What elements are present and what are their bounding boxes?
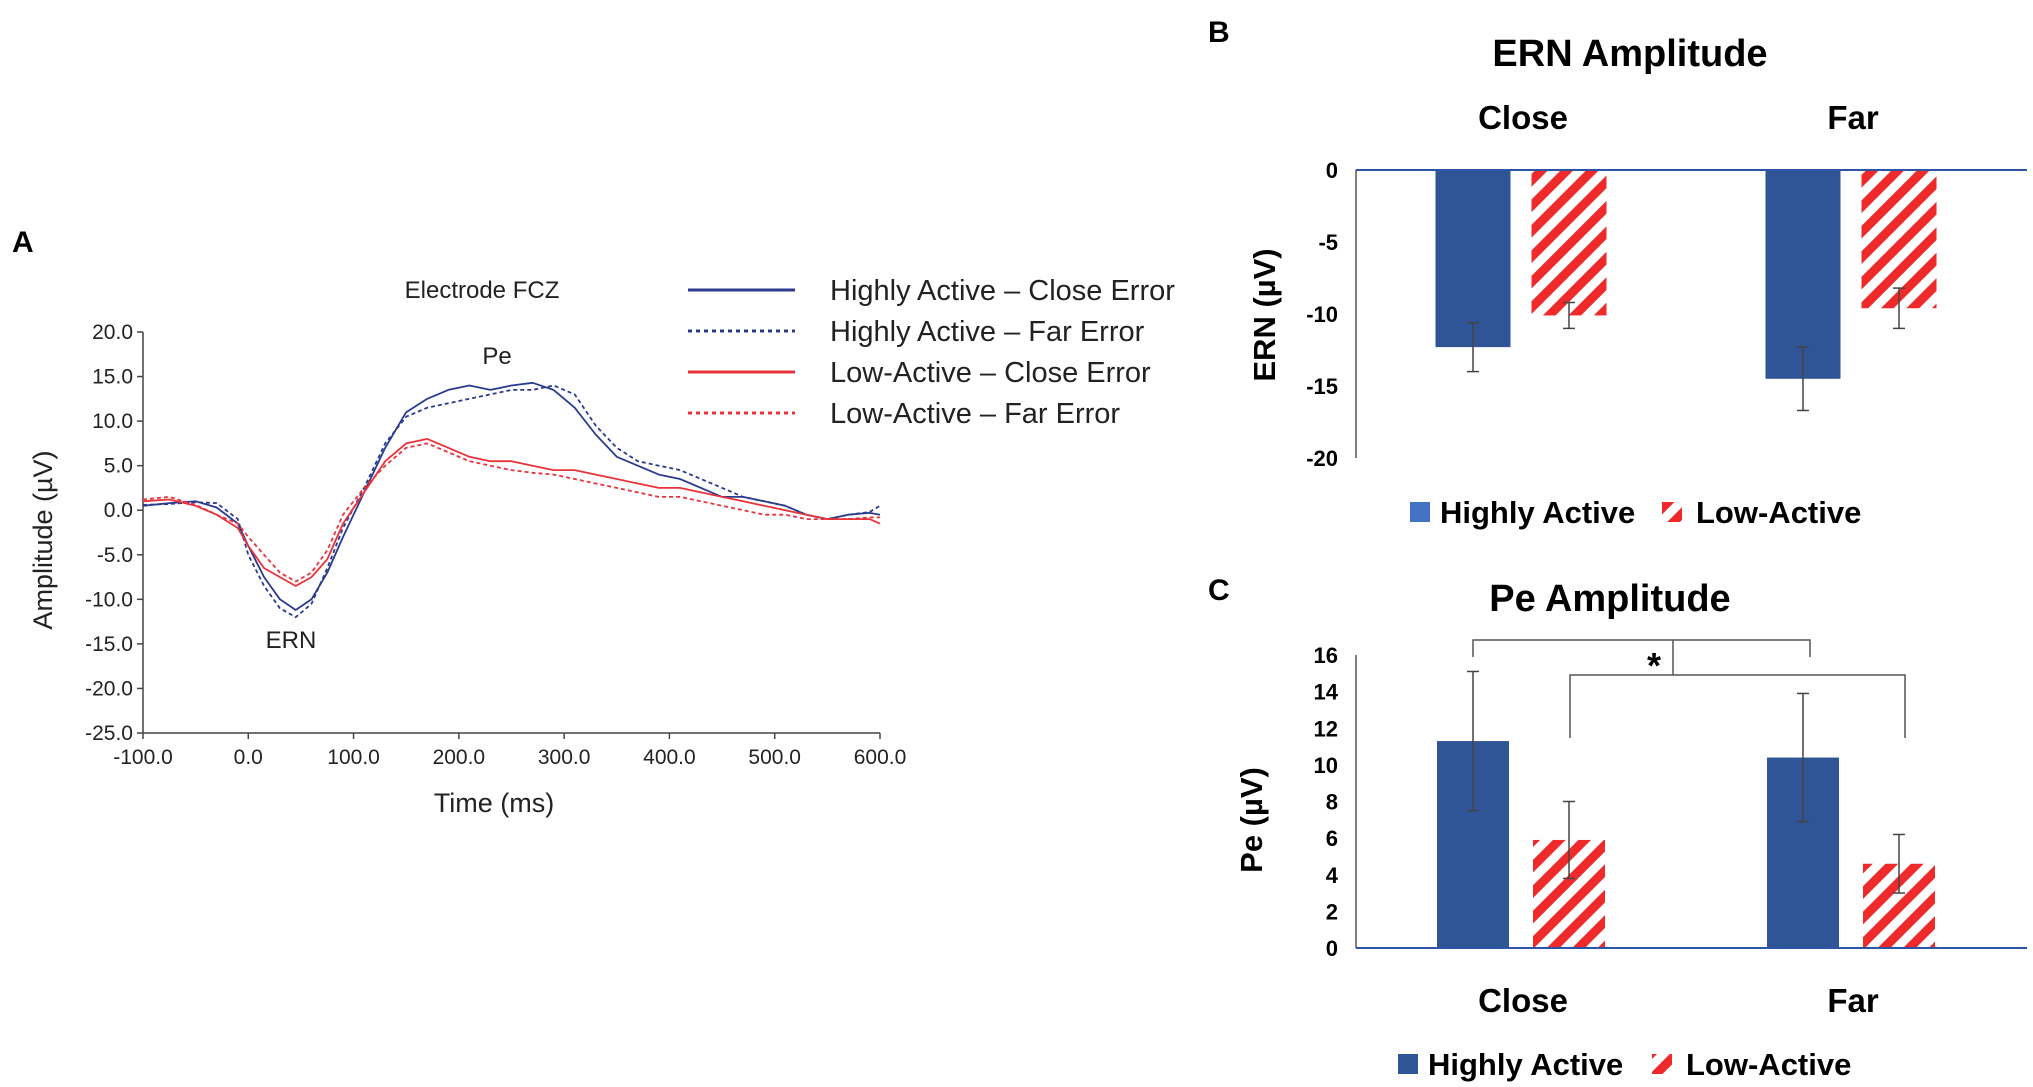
panel-c-legend: Highly Active Low-Active <box>1398 1047 1851 1082</box>
y-tick-label: -10.0 <box>85 588 133 611</box>
panel-b-legend: Highly Active Low-Active <box>1410 495 1861 530</box>
y-tick-label: -10 <box>1306 302 1338 327</box>
significance-bracket: * <box>1472 639 1906 738</box>
panel-b-category-far: Far <box>1827 99 1879 136</box>
panel-b-y-ticks: 0 -5 -10 -15 -20 <box>1306 158 1338 471</box>
y-tick-label: -15 <box>1306 374 1338 399</box>
bar-low-active-close <box>1531 170 1607 316</box>
panel-c-axes <box>1355 655 2027 949</box>
series-line-0 <box>142 381 881 611</box>
panel-a-legend: Highly Active – Close Error Highly Activ… <box>688 275 1175 430</box>
panel-letter-c: C <box>1208 574 1230 607</box>
panel-b-y-axis-label: ERN (µV) <box>1247 248 1282 381</box>
panel-b-axes <box>1355 169 2027 458</box>
y-tick-label: -25.0 <box>85 722 133 745</box>
panel-a-axes <box>142 332 880 734</box>
y-tick-label: 4 <box>1326 863 1339 888</box>
y-tick-label: 0.0 <box>104 499 133 522</box>
y-tick-label: 14 <box>1314 680 1339 705</box>
panel-letter-b: B <box>1208 16 1230 49</box>
x-tick-label: 0.0 <box>234 746 263 769</box>
legend-c-label-low-active: Low-Active <box>1686 1047 1851 1082</box>
legend-label-la-close: Low-Active – Close Error <box>830 357 1151 389</box>
y-tick-label: 20.0 <box>92 321 133 344</box>
panel-c-bars <box>1437 670 1935 948</box>
y-tick-label: -5 <box>1318 230 1338 255</box>
legend-b-swatch-highly-active <box>1410 502 1430 522</box>
panel-a-x-ticks: -100.0 0.0 100.0 200.0 300.0 400.0 500.0 600.0 <box>113 733 906 769</box>
x-tick-label: 600.0 <box>854 746 907 769</box>
y-tick-label: 6 <box>1326 826 1338 851</box>
y-tick-label: 2 <box>1326 899 1338 924</box>
y-tick-label: -20.0 <box>85 677 133 700</box>
panel-b-category-close: Close <box>1478 99 1568 136</box>
x-tick-label: -100.0 <box>113 746 173 769</box>
legend-c-swatch-low-active <box>1652 1054 1672 1074</box>
y-tick-label: 0 <box>1326 158 1338 183</box>
panel-c-title: Pe Amplitude <box>1489 578 1730 620</box>
panel-c-y-ticks: 16 14 12 10 8 6 4 2 0 <box>1314 643 1339 961</box>
panel-b-title: ERN Amplitude <box>1492 33 1767 75</box>
legend-label-ha-far: Highly Active – Far Error <box>830 316 1145 348</box>
panel-a-y-ticks: 20.0 15.0 10.0 5.0 0.0 -5.0 -10.0 -15.0 -20.0 -25… <box>85 321 143 745</box>
y-tick-label: 5.0 <box>104 455 133 478</box>
panel-c-category-close: Close <box>1478 982 1568 1019</box>
panel-a-x-axis-label: Time (ms) <box>434 788 554 818</box>
x-tick-label: 300.0 <box>538 746 591 769</box>
legend-label-la-far: Low-Active – Far Error <box>830 398 1120 430</box>
legend-c-swatch-highly-active <box>1398 1054 1418 1074</box>
bar-low-active-far <box>1861 170 1937 309</box>
y-tick-label: 10 <box>1314 753 1338 778</box>
legend-b-label-highly-active: Highly Active <box>1440 495 1635 530</box>
legend-label-ha-close: Highly Active – Close Error <box>830 275 1175 307</box>
bar-highly-active-close <box>1435 170 1511 348</box>
x-tick-label: 100.0 <box>327 746 380 769</box>
panel-c-y-axis-label: Pe (µV) <box>1234 767 1269 873</box>
y-tick-label: -5.0 <box>97 544 133 567</box>
series-line-2 <box>142 437 881 587</box>
panel-b-bars <box>1435 170 1937 412</box>
x-tick-label: 200.0 <box>433 746 486 769</box>
legend-b-swatch-low-active <box>1662 502 1682 522</box>
x-tick-label: 500.0 <box>748 746 801 769</box>
bar-highly-active-far <box>1765 170 1841 379</box>
panel-c-category-far: Far <box>1827 982 1879 1019</box>
panel-letter-a: A <box>12 226 34 259</box>
legend-c-label-highly-active: Highly Active <box>1428 1047 1623 1082</box>
ern-annotation: ERN <box>266 627 317 654</box>
y-tick-label: 8 <box>1326 790 1338 815</box>
y-tick-label: 0 <box>1326 936 1338 961</box>
pe-annotation: Pe <box>482 343 511 370</box>
panel-a-series <box>142 381 881 619</box>
x-tick-label: 400.0 <box>643 746 696 769</box>
series-line-1 <box>142 384 881 619</box>
series-line-3 <box>142 442 880 583</box>
y-tick-label: -20 <box>1306 446 1338 471</box>
panel-a-title: Electrode FCZ <box>405 277 560 304</box>
y-tick-label: 10.0 <box>92 410 133 433</box>
y-tick-label: 16 <box>1314 643 1338 668</box>
panel-a-y-axis-label: Amplitude (µV) <box>28 450 58 629</box>
y-tick-label: 15.0 <box>92 366 133 389</box>
significance-marker: * <box>1647 645 1661 686</box>
y-tick-label: -15.0 <box>85 633 133 656</box>
y-tick-label: 12 <box>1314 716 1338 741</box>
legend-b-label-low-active: Low-Active <box>1696 495 1861 530</box>
